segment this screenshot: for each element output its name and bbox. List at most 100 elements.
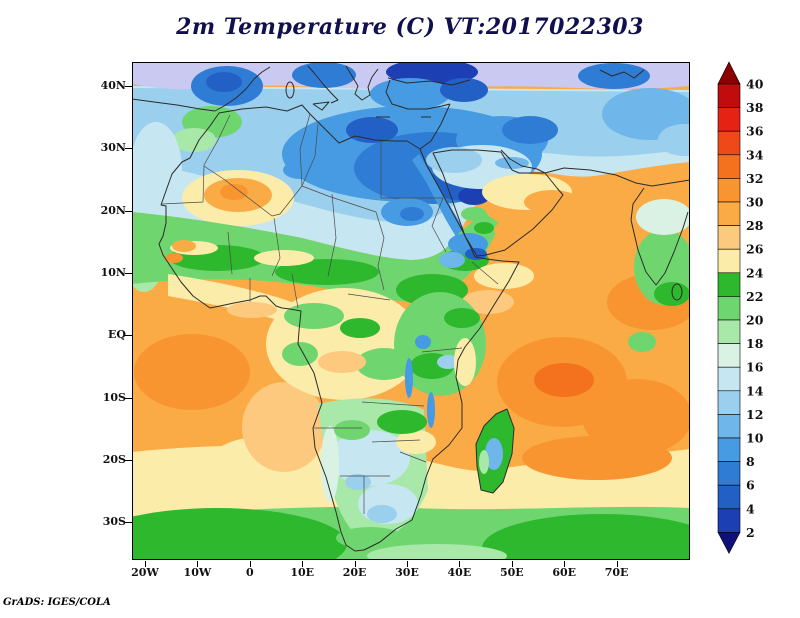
temp-patch — [444, 308, 480, 328]
colorbar-label: 38 — [746, 100, 764, 115]
temp-patch — [439, 252, 465, 268]
colorbar-label: 8 — [746, 454, 755, 469]
colorbar-segment — [718, 226, 740, 250]
lon-tick — [197, 561, 198, 567]
temp-patch — [334, 420, 370, 440]
temp-patch — [494, 218, 554, 242]
lat-tick-label: 30S — [94, 515, 126, 529]
lat-tick — [125, 148, 132, 149]
colorbar-label: 30 — [746, 195, 764, 210]
colorbar-segment — [718, 249, 740, 273]
lon-tick-label: 10E — [282, 566, 322, 580]
temp-patch — [172, 240, 196, 252]
lon-tick — [145, 561, 146, 567]
colorbar-label: 34 — [746, 147, 764, 162]
lon-tick — [302, 561, 303, 567]
lon-tick-label: 20E — [335, 566, 375, 580]
colorbar-segment — [718, 155, 740, 179]
colorbar-label: 14 — [746, 383, 764, 398]
lat-tick — [125, 273, 132, 274]
lat-tick — [125, 522, 132, 523]
colorbar: 403836343230282624222018161412108642 — [712, 56, 782, 572]
lon-tick-label: 10W — [177, 566, 217, 580]
temp-patch — [522, 436, 672, 480]
temp-patch — [628, 332, 656, 352]
colorbar-label: 20 — [746, 313, 764, 328]
colorbar-segment — [718, 131, 740, 155]
lon-tick-label: 0 — [230, 566, 270, 580]
temp-patch — [534, 363, 594, 397]
colorbar-segment — [718, 108, 740, 132]
lon-tick-label: 50E — [492, 566, 532, 580]
colorbar-label: 32 — [746, 171, 763, 186]
temp-patch — [426, 147, 482, 173]
colorbar-segment — [718, 509, 740, 533]
temp-patch — [578, 63, 650, 89]
temp-patch — [282, 342, 318, 366]
colorbar-label: 22 — [746, 289, 763, 304]
temp-patch — [400, 207, 424, 221]
temp-patch — [284, 303, 344, 329]
lon-tick — [564, 561, 565, 567]
lon-tick-label: 70E — [597, 566, 637, 580]
lat-tick-label: 20N — [94, 204, 126, 218]
colorbar-segment — [718, 485, 740, 509]
colorbar-segment — [718, 367, 740, 391]
africa-temperature-map — [132, 62, 690, 560]
colorbar-bottom-arrow — [718, 532, 740, 553]
colorbar-top-arrow — [718, 62, 740, 84]
colorbar-segment — [718, 273, 740, 297]
colorbar-segment — [718, 178, 740, 202]
colorbar-segment — [718, 438, 740, 462]
temp-patch — [495, 157, 529, 169]
colorbar-label: 28 — [746, 218, 764, 233]
temp-patch — [502, 116, 558, 144]
colorbar-label: 12 — [746, 407, 763, 422]
temp-patch — [318, 351, 366, 373]
lat-tick-label: 10N — [94, 266, 126, 280]
lon-tick — [407, 561, 408, 567]
colorbar-label: 4 — [746, 501, 755, 516]
lat-tick-label: 10S — [94, 391, 126, 405]
colorbar-segment — [718, 202, 740, 226]
lat-tick-label: EQ — [94, 328, 126, 342]
lat-tick-label: 30N — [94, 141, 126, 155]
grads-figure: 2m Temperature (C) VT:2017022303 — [0, 0, 800, 618]
colorbar-segment — [718, 84, 740, 108]
grads-credit: GrADS: IGES/COLA — [3, 597, 111, 608]
temp-patch — [206, 72, 242, 92]
temperature-field — [132, 62, 690, 560]
lat-tick — [125, 398, 132, 399]
lon-tick — [459, 561, 460, 567]
temp-patch — [377, 410, 427, 434]
plot-title: 2m Temperature (C) VT:2017022303 — [100, 14, 720, 40]
lat-tick — [125, 335, 132, 336]
lon-tick-label: 60E — [544, 566, 584, 580]
lake-malawi-patch — [427, 392, 435, 428]
lat-tick — [125, 86, 132, 87]
lon-tick — [512, 561, 513, 567]
colorbar-label: 36 — [746, 124, 764, 139]
temp-patch — [220, 184, 248, 200]
colorbar-segment — [718, 296, 740, 320]
temp-patch — [340, 318, 380, 338]
colorbar-label: 24 — [746, 265, 764, 280]
lake-tanganyika-patch — [405, 358, 413, 398]
temp-patch — [461, 207, 487, 221]
temp-patch — [227, 302, 277, 318]
lat-tick-label: 20S — [94, 453, 126, 467]
temp-patch — [479, 450, 489, 474]
lat-tick — [125, 460, 132, 461]
temp-patch — [474, 222, 494, 234]
colorbar-segment — [718, 462, 740, 486]
lon-tick-label: 20W — [125, 566, 165, 580]
temp-patch — [474, 263, 534, 289]
colorbar-label: 26 — [746, 242, 764, 257]
lon-tick-label: 40E — [439, 566, 479, 580]
colorbar-label: 40 — [746, 77, 764, 92]
temp-patch — [345, 474, 371, 490]
colorbar-segment — [718, 414, 740, 438]
colorbar-segment — [718, 320, 740, 344]
lat-tick — [125, 211, 132, 212]
colorbar-label: 2 — [746, 525, 755, 540]
